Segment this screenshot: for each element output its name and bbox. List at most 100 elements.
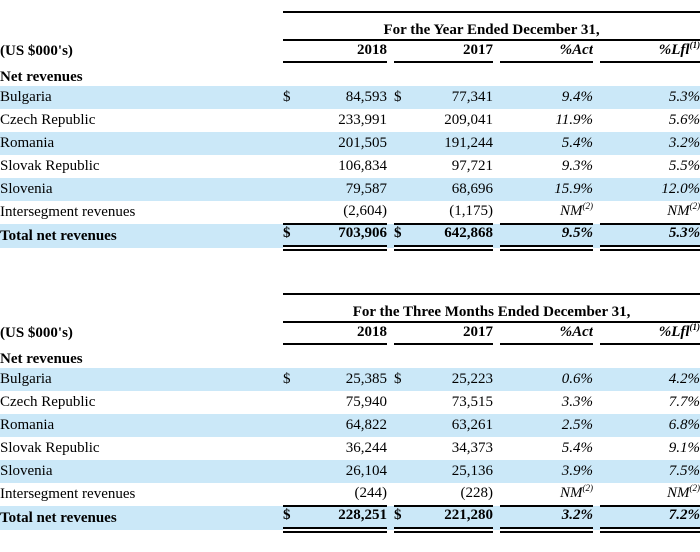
value-2017-text: 97,721 — [451, 158, 493, 174]
currency-symbol — [394, 460, 418, 483]
pct-act-value: 3.2% — [500, 505, 593, 533]
currency-symbol — [394, 437, 418, 460]
row-label-text: Slovak Republic — [0, 440, 100, 456]
pct-act-value: 3.3% — [500, 391, 593, 414]
value-2018: 79,587 — [307, 178, 387, 201]
value-2017: 73,515 — [418, 391, 493, 414]
total-row: Total net revenues $228,251 $221,280 3.2% 7.… — [0, 505, 700, 533]
pct-act-value: 11.9% — [500, 109, 593, 132]
row-label: Bulgaria — [0, 368, 283, 391]
pct-act-value-text: 9.4% — [561, 89, 593, 105]
value-2017: 25,223 — [418, 368, 493, 391]
row-label-text: Bulgaria — [0, 371, 52, 387]
table-row: Czech Republic 75,940 73,515 3.3% 7.7% — [0, 391, 700, 414]
three-months-ended-table: For the Three Months Ended December 31, … — [0, 293, 700, 533]
row-label-text: Intersegment revenues — [0, 486, 136, 502]
currency-symbol — [283, 483, 307, 506]
pct-lfl-value-text: 5.5% — [668, 158, 700, 174]
section-label: Net revenues — [0, 351, 83, 367]
column-gap — [493, 506, 500, 530]
column-gap — [493, 132, 500, 155]
value-2017: 97,721 — [418, 155, 493, 178]
footnote-ref: (2) — [582, 483, 594, 493]
pct-act-value: 5.4% — [500, 132, 593, 155]
pct-act-value: NM(2) — [500, 201, 593, 224]
value-2018: (2,604) — [307, 201, 387, 224]
pct-act-value: 15.9% — [500, 178, 593, 201]
row-label-text: Slovenia — [0, 463, 53, 479]
value-2018: 64,822 — [307, 414, 387, 437]
column-gap — [387, 109, 394, 132]
footnote-ref: (2) — [689, 201, 700, 211]
column-header-pct-lfl: %Lfl(1) — [600, 322, 700, 345]
row-label-text: Czech Republic — [0, 394, 96, 410]
column-gap — [593, 391, 600, 414]
table-row: Intersegment revenues (244) (228) NM(2) NM(2… — [0, 483, 700, 506]
pct-act-value-text: 9.3% — [561, 158, 593, 174]
pct-lfl-value: 6.8% — [600, 414, 700, 437]
value-2017-text: (1,175) — [449, 203, 493, 219]
row-label-text: Bulgaria — [0, 89, 52, 105]
currency-symbol — [394, 155, 418, 178]
row-label-text: Czech Republic — [0, 112, 96, 128]
row-label-text: Total net revenues — [0, 228, 117, 244]
table-row: Slovenia 26,104 25,136 3.9% 7.5% — [0, 460, 700, 483]
currency-symbol — [283, 109, 307, 132]
column-gap — [593, 368, 600, 391]
currency-symbol — [283, 201, 307, 224]
currency-symbol — [283, 132, 307, 155]
column-gap — [387, 483, 394, 506]
value-2018-text: 228,251 — [338, 507, 387, 523]
value-2018: 25,385 — [307, 368, 387, 391]
value-2017: 34,373 — [418, 437, 493, 460]
value-2017: 68,696 — [418, 178, 493, 201]
currency-symbol: $ — [283, 86, 307, 109]
column-gap — [387, 132, 394, 155]
currency-symbol — [283, 414, 307, 437]
value-2017-text: 34,373 — [451, 440, 493, 456]
pct-act-value: 2.5% — [500, 414, 593, 437]
column-gap — [493, 414, 500, 437]
table-row: Intersegment revenues (2,604) (1,175) NM(2)… — [0, 201, 700, 224]
value-2018: 84,593 — [307, 86, 387, 109]
pct-lfl-value: 7.2% — [600, 505, 700, 533]
footnote-ref: (1) — [689, 322, 700, 332]
currency-symbol-text: $ — [283, 371, 291, 387]
value-2018-text: (2,604) — [343, 203, 387, 219]
pct-lfl-value: NM(2) — [600, 483, 700, 506]
table-row: Romania 201,505 191,244 5.4% 3.2% — [0, 132, 700, 155]
currency-symbol: $ — [394, 223, 418, 251]
footnote-ref: (2) — [689, 483, 700, 493]
value-2017-text: 25,223 — [451, 371, 493, 387]
value-2018-text: 26,104 — [345, 463, 387, 479]
period-header-row: For the Three Months Ended December 31, — [0, 293, 700, 323]
value-2018-text: 64,822 — [345, 417, 387, 433]
value-2017-text: 25,136 — [451, 463, 493, 479]
row-label: Czech Republic — [0, 109, 283, 132]
row-label: Total net revenues — [0, 506, 283, 530]
currency-symbol-text: $ — [394, 225, 402, 241]
year-ended-table: For the Year Ended December 31, (US $000… — [0, 11, 700, 251]
currency-symbol — [283, 155, 307, 178]
currency-symbol-text: $ — [394, 89, 402, 105]
pct-lfl-value-text: 7.7% — [668, 394, 700, 410]
value-2018: 233,991 — [307, 109, 387, 132]
column-gap — [387, 391, 394, 414]
currency-symbol — [283, 391, 307, 414]
currency-symbol — [283, 437, 307, 460]
column-gap — [387, 414, 394, 437]
column-gap — [387, 86, 394, 109]
column-gap — [493, 155, 500, 178]
pct-lfl-value-text: 5.6% — [668, 112, 700, 128]
pct-act-value: 9.4% — [500, 86, 593, 109]
value-2018-text: 25,385 — [345, 371, 387, 387]
period-header-row: For the Year Ended December 31, — [0, 11, 700, 41]
currency-symbol-text: $ — [283, 225, 291, 241]
currency-symbol-text: $ — [283, 89, 291, 105]
currency-symbol — [394, 109, 418, 132]
row-label: Bulgaria — [0, 86, 283, 109]
pct-lfl-value-text: NM — [667, 203, 690, 219]
value-2017-text: 191,244 — [444, 135, 493, 151]
value-2017-text: 642,868 — [444, 225, 493, 241]
currency-symbol — [283, 178, 307, 201]
